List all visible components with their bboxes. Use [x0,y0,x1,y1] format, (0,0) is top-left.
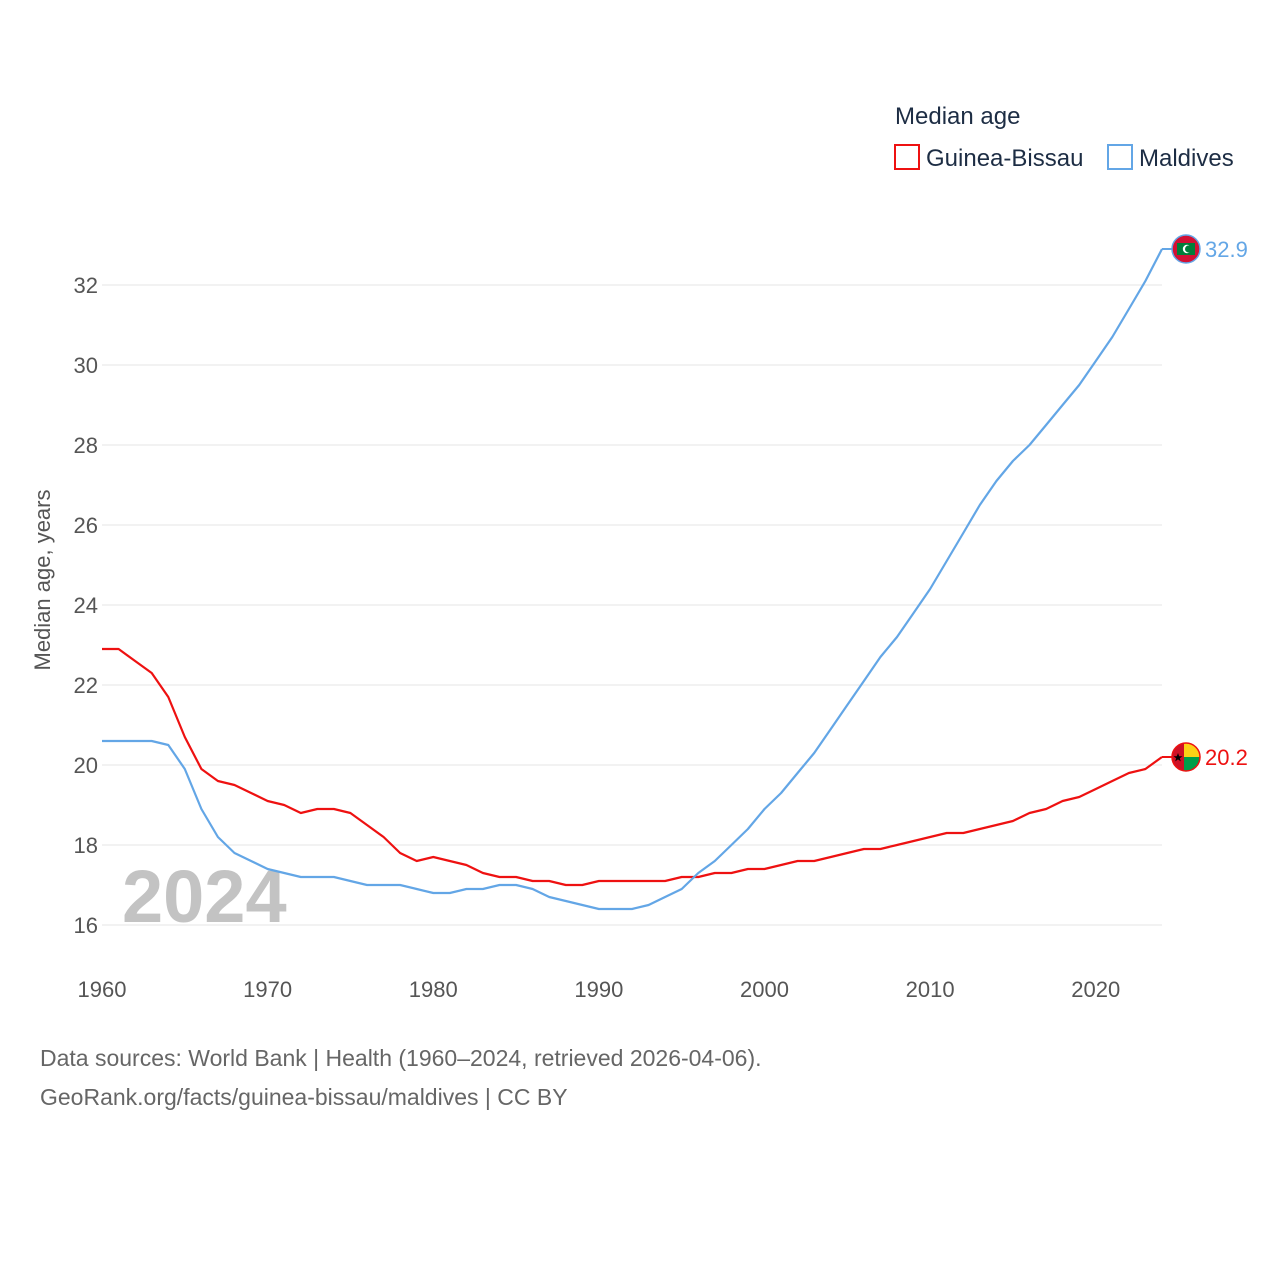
y-tick-label: 26 [74,513,98,538]
legend-swatch-maldives [1107,144,1133,170]
legend-item-guinea-bissau[interactable]: Guinea-Bissau [894,144,1083,172]
legend-swatch-guinea-bissau [894,144,920,170]
guinea-bissau-flag-icon [1171,742,1201,772]
data-source-note: Data sources: World Bank | Health (1960–… [40,1045,762,1071]
current-year-watermark: 2024 [122,855,287,938]
gridlines [102,284,1162,926]
end-value-label-guinea-bissau: 20.2 [1205,745,1248,770]
y-tick-label: 28 [74,433,98,458]
y-tick-label: 32 [74,273,98,298]
x-axis-ticks: 1960 1970 1980 1990 2000 2010 2020 [78,977,1121,1002]
series-line-guinea-bissau[interactable] [102,647,1163,887]
legend-label-maldives: Maldives [1139,145,1234,172]
x-tick-label: 2010 [906,977,955,1002]
y-axis-title: Median age, years [30,490,55,671]
y-tick-label: 22 [74,673,98,698]
x-tick-label: 1970 [243,977,292,1002]
legend-item-maldives[interactable]: Maldives [1107,144,1234,172]
legend-label-guinea-bissau: Guinea-Bissau [926,145,1083,172]
x-tick-label: 1990 [574,977,623,1002]
x-tick-label: 1960 [78,977,127,1002]
series-line-maldives[interactable] [102,248,1163,911]
series-endpoints: 20.2 32.9 [1162,234,1248,772]
series-lines [102,248,1163,911]
legend: Median age Guinea-Bissau Maldives [894,103,1234,172]
y-tick-label: 30 [74,353,98,378]
maldives-flag-icon [1171,234,1201,264]
y-tick-label: 16 [74,913,98,938]
legend-title: Median age [895,103,1020,130]
x-tick-label: 2000 [740,977,789,1002]
x-tick-label: 1980 [409,977,458,1002]
y-tick-label: 24 [74,593,98,618]
credit-link[interactable]: GeoRank.org/facts/guinea-bissau/maldives… [40,1084,568,1110]
end-value-label-maldives: 32.9 [1205,237,1248,262]
y-tick-label: 18 [74,833,98,858]
y-tick-label: 20 [74,753,98,778]
x-tick-label: 2020 [1071,977,1120,1002]
y-axis-ticks: 16 18 20 22 24 26 28 30 32 [74,273,98,938]
